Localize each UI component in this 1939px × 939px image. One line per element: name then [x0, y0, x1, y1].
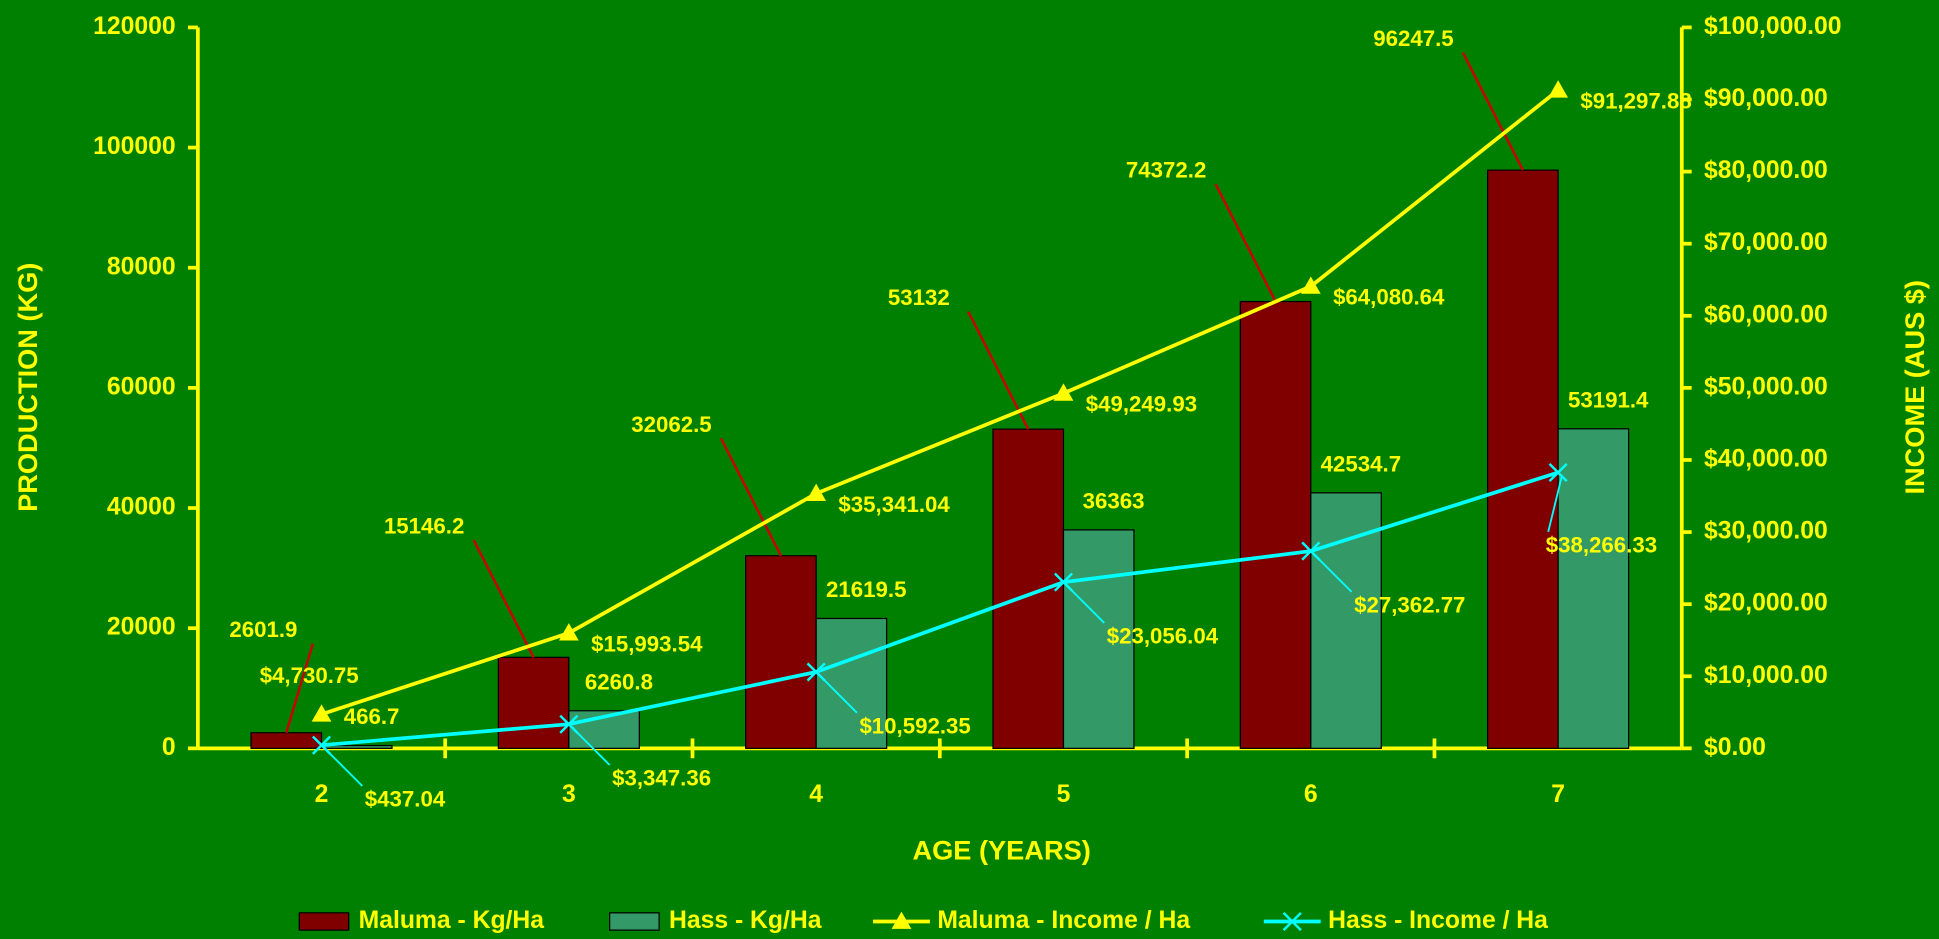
bar [1310, 492, 1382, 749]
leader-line [1313, 554, 1353, 593]
y-tick-label: 120000 [93, 13, 175, 40]
x-axis-title: AGE (YEARS) [913, 834, 1091, 865]
leader-line [1547, 475, 1563, 533]
bar [992, 428, 1065, 749]
leader-line [324, 748, 363, 787]
leader-line [967, 311, 1030, 430]
bar-value-label: 96247.5 [1373, 26, 1453, 51]
y2-tick-label: $60,000.00 [1704, 301, 1828, 328]
line [320, 88, 1560, 717]
line-value-label: $3,347.36 [612, 766, 711, 791]
marker [1548, 462, 1568, 483]
line-value-label: $27,362.77 [1354, 593, 1465, 618]
bar-value-label: 53191.4 [1568, 387, 1649, 412]
y2-tick-label: $40,000.00 [1704, 446, 1828, 473]
bar-value-label: 74372.2 [1126, 158, 1206, 183]
y-axis-title: PRODUCTION (KG) [12, 263, 43, 512]
bar-value-label: 15146.2 [384, 513, 464, 538]
legend-label: Maluma - Kg/Ha [359, 907, 545, 934]
y2-tick-label: $20,000.00 [1704, 590, 1828, 617]
line [321, 470, 1559, 748]
marker [1548, 80, 1569, 98]
legend-label: Hass - Income / Ha [1328, 907, 1548, 934]
leader-line [571, 727, 611, 766]
leader-line [719, 437, 783, 557]
y-tick-label: 80000 [107, 253, 176, 280]
bar [1239, 300, 1312, 749]
y-tick-label: 0 [162, 734, 176, 761]
bar [497, 656, 570, 749]
y-tick-label: 100000 [93, 133, 175, 160]
y2-tick-label: $70,000.00 [1704, 229, 1828, 256]
line-value-label: $91,297.88 [1580, 88, 1691, 113]
bar-value-label: 6260.8 [585, 669, 653, 694]
x-tick-label: 5 [1057, 781, 1071, 808]
bar [745, 555, 817, 749]
x-tick-label: 6 [1304, 781, 1318, 808]
y2-tick-label: $10,000.00 [1704, 662, 1828, 689]
legend-marker [1282, 911, 1302, 932]
legend-label: Maluma - Income / Ha [937, 907, 1190, 934]
bar-value-label: 32062.5 [631, 412, 711, 437]
marker [558, 623, 579, 641]
y2-tick-label: $30,000.00 [1704, 518, 1828, 545]
x-tick-label: 2 [315, 781, 329, 808]
line-value-label: $10,592.35 [859, 714, 970, 739]
legend-swatch [609, 912, 660, 931]
bar-value-label: 36363 [1083, 489, 1145, 514]
marker [311, 704, 332, 722]
bar [1487, 169, 1559, 749]
y2-tick-label: $100,000.00 [1704, 13, 1841, 40]
line-value-label: $38,266.33 [1546, 533, 1657, 558]
line-value-label: $437.04 [365, 787, 446, 812]
bar-value-label: 53132 [888, 285, 950, 310]
y2-tick-label: $90,000.00 [1704, 85, 1828, 112]
bar-value-label: 21619.5 [826, 577, 906, 602]
legend-marker [891, 911, 912, 929]
y2-tick-label: $0.00 [1704, 734, 1766, 761]
bar [1062, 529, 1135, 749]
marker [1300, 276, 1321, 294]
legend-label: Hass - Kg/Ha [669, 907, 822, 934]
bar [250, 732, 323, 749]
x-tick-label: 7 [1551, 781, 1565, 808]
leader-line [285, 643, 315, 734]
line-value-label: $23,056.04 [1107, 624, 1219, 649]
y2-tick-label: $80,000.00 [1704, 157, 1828, 184]
y2-tick-label: $50,000.00 [1704, 373, 1828, 400]
bar-value-label: 2601.9 [229, 617, 297, 642]
line-value-label: $49,249.93 [1086, 392, 1197, 417]
y-tick-label: 60000 [107, 373, 176, 400]
line-value-label: $64,080.64 [1333, 285, 1445, 310]
leader-line [1066, 585, 1105, 624]
leader-line [1214, 183, 1277, 303]
y-tick-label: 20000 [107, 614, 176, 641]
legend-swatch [298, 912, 350, 931]
x-tick-label: 4 [809, 781, 823, 808]
bar-value-label: 466.7 [344, 704, 400, 729]
marker [1053, 383, 1074, 401]
y2-axis-title: INCOME (AUS $) [1899, 280, 1930, 495]
line-value-label: $4,730.75 [260, 663, 359, 688]
bar [320, 744, 393, 749]
leader-line [819, 675, 858, 714]
x-tick-label: 3 [562, 781, 576, 808]
line-value-label: $35,341.04 [838, 492, 950, 517]
bar-value-label: 42534.7 [1321, 451, 1401, 476]
y-tick-label: 40000 [107, 494, 176, 521]
bar [1557, 428, 1630, 749]
line-value-label: $15,993.54 [591, 631, 703, 656]
marker [806, 483, 827, 501]
leader-line [1461, 52, 1524, 171]
leader-line [472, 539, 535, 658]
